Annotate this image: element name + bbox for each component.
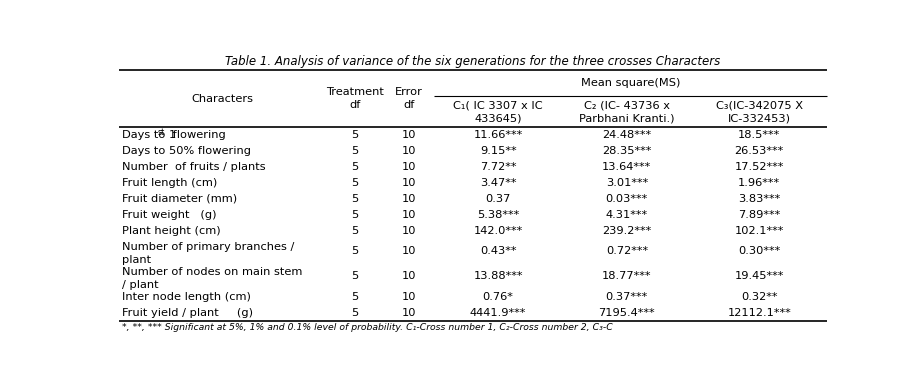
Text: 28.35***: 28.35*** [602, 146, 652, 156]
Text: 3.01***: 3.01*** [605, 178, 648, 188]
Text: 13.88***: 13.88*** [473, 271, 522, 281]
Text: 5: 5 [352, 308, 359, 318]
Text: C₂ (IC- 43736 x
Parbhani Kranti.): C₂ (IC- 43736 x Parbhani Kranti.) [579, 100, 675, 123]
Text: 7.72**: 7.72** [480, 162, 516, 172]
Text: 5: 5 [352, 194, 359, 204]
Text: 10: 10 [402, 246, 416, 256]
Text: 5: 5 [352, 226, 359, 236]
Text: C₃(IC-342075 X
IC-332453): C₃(IC-342075 X IC-332453) [715, 100, 803, 123]
Text: 5: 5 [352, 130, 359, 140]
Text: Fruit yield / plant     (g): Fruit yield / plant (g) [122, 308, 253, 318]
Text: 3.47**: 3.47** [480, 178, 516, 188]
Text: 26.53***: 26.53*** [735, 146, 784, 156]
Text: Number of primary branches /
plant: Number of primary branches / plant [122, 242, 294, 265]
Text: 0.76*: 0.76* [483, 292, 513, 302]
Text: 5: 5 [352, 146, 359, 156]
Text: Number of nodes on main stem
/ plant: Number of nodes on main stem / plant [122, 267, 302, 290]
Text: 142.0***: 142.0*** [473, 226, 522, 236]
Text: 0.37: 0.37 [485, 194, 510, 204]
Text: 5: 5 [352, 246, 359, 256]
Text: 10: 10 [402, 130, 416, 140]
Text: Fruit weight   (g): Fruit weight (g) [122, 210, 216, 220]
Text: 239.2***: 239.2*** [602, 226, 652, 236]
Text: Days to 1: Days to 1 [122, 130, 176, 140]
Text: Fruit diameter (mm): Fruit diameter (mm) [122, 194, 237, 204]
Text: 0.32**: 0.32** [741, 292, 777, 302]
Text: 18.5***: 18.5*** [738, 130, 780, 140]
Text: 7195.4***: 7195.4*** [598, 308, 655, 318]
Text: Days to 50% flowering: Days to 50% flowering [122, 146, 251, 156]
Text: Characters: Characters [192, 93, 254, 103]
Text: 0.43**: 0.43** [480, 246, 516, 256]
Text: 10: 10 [402, 210, 416, 220]
Text: 4441.9***: 4441.9*** [470, 308, 526, 318]
Text: Plant height (cm): Plant height (cm) [122, 226, 221, 236]
Text: 5: 5 [352, 178, 359, 188]
Text: 10: 10 [402, 226, 416, 236]
Text: 10: 10 [402, 194, 416, 204]
Text: 3.83***: 3.83*** [738, 194, 780, 204]
Text: Error
df: Error df [395, 87, 423, 110]
Text: 7.89***: 7.89*** [738, 210, 780, 220]
Text: 11.66***: 11.66*** [473, 130, 522, 140]
Text: 1.96***: 1.96*** [738, 178, 780, 188]
Text: 0.30***: 0.30*** [738, 246, 780, 256]
Text: 17.52***: 17.52*** [735, 162, 784, 172]
Text: 102.1***: 102.1*** [735, 226, 784, 236]
Text: 4.31***: 4.31*** [605, 210, 648, 220]
Text: 10: 10 [402, 178, 416, 188]
Text: 5: 5 [352, 271, 359, 281]
Text: 5: 5 [352, 210, 359, 220]
Text: 9.15**: 9.15** [480, 146, 516, 156]
Text: 5.38***: 5.38*** [477, 210, 520, 220]
Text: 18.77***: 18.77*** [602, 271, 652, 281]
Text: Mean square(MS): Mean square(MS) [581, 78, 680, 88]
Text: Number  of fruits / plants: Number of fruits / plants [122, 162, 266, 172]
Text: st: st [157, 128, 164, 137]
Text: 0.72***: 0.72*** [605, 246, 648, 256]
Text: 0.03***: 0.03*** [605, 194, 648, 204]
Text: Fruit length (cm): Fruit length (cm) [122, 178, 217, 188]
Text: 5: 5 [352, 162, 359, 172]
Text: 10: 10 [402, 146, 416, 156]
Text: flowering: flowering [169, 130, 225, 140]
Text: 10: 10 [402, 292, 416, 302]
Text: Inter node length (cm): Inter node length (cm) [122, 292, 251, 302]
Text: Treatment
df: Treatment df [326, 87, 384, 110]
Text: 10: 10 [402, 162, 416, 172]
Text: 19.45***: 19.45*** [735, 271, 784, 281]
Text: 13.64***: 13.64*** [602, 162, 652, 172]
Text: 10: 10 [402, 308, 416, 318]
Text: Table 1. Analysis of variance of the six generations for the three crosses Chara: Table 1. Analysis of variance of the six… [225, 55, 721, 68]
Text: 5: 5 [352, 292, 359, 302]
Text: 12112.1***: 12112.1*** [727, 308, 791, 318]
Text: 10: 10 [402, 271, 416, 281]
Text: 0.37***: 0.37*** [605, 292, 648, 302]
Text: C₁( IC 3307 x IC
433645): C₁( IC 3307 x IC 433645) [453, 100, 543, 123]
Text: 24.48***: 24.48*** [603, 130, 652, 140]
Text: *, **, *** Significant at 5%, 1% and 0.1% level of probability. C₁-Cross number : *, **, *** Significant at 5%, 1% and 0.1… [122, 323, 613, 332]
